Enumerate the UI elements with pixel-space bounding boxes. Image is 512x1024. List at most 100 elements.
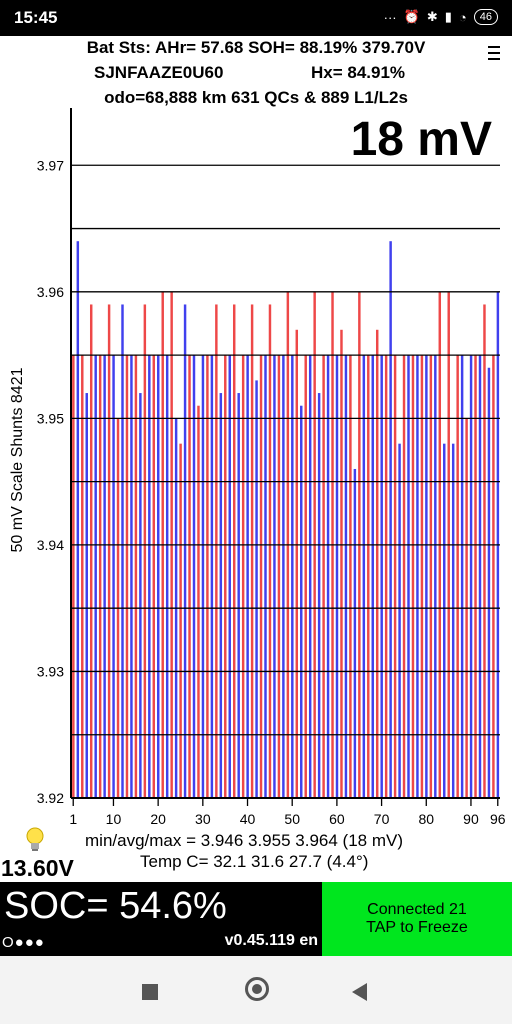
- vin-label: SJNFAAZE0U60: [94, 63, 224, 82]
- min-avg-max-text: min/avg/max = 3.946 3.955 3.964 (18 mV): [85, 831, 403, 850]
- cell-bar-93: [483, 304, 486, 798]
- cell-bar-69: [375, 329, 379, 798]
- cell-bar-13: [125, 355, 129, 798]
- cell-bar-87: [456, 355, 459, 798]
- cell-bar-77: [411, 355, 415, 798]
- y-tick-label: 3.94: [37, 537, 64, 553]
- freeze-hint: TAP to Freeze: [366, 919, 468, 936]
- y-ticks-group: 3.92 3.93 3.94 3.95 3.96 3.97: [37, 157, 64, 806]
- cell-bar-18: [148, 355, 151, 798]
- status-time: 15:45: [14, 8, 58, 27]
- cell-bar-62: [344, 355, 348, 798]
- cell-bar-66: [362, 355, 366, 798]
- cell-bar-36: [228, 355, 231, 798]
- cell-bar-63: [349, 355, 352, 798]
- cell-bar-84: [443, 443, 446, 798]
- cell-bar-71: [384, 355, 388, 798]
- cell-bar-10: [112, 355, 115, 798]
- cell-voltage-chart[interactable]: 3.92 3.93 3.94 3.95 3.96 3.97 1 10 20 30 40 50 60 70…: [0, 105, 512, 883]
- cell-bar-17: [143, 304, 147, 798]
- y-tick-label: 3.95: [37, 410, 64, 426]
- notification-dots: ···: [383, 9, 397, 25]
- y-tick-label: 3.96: [37, 284, 64, 300]
- cell-bar-43: [259, 355, 263, 798]
- cell-bar-31: [206, 355, 209, 798]
- signal-icon: ▮: [444, 9, 452, 24]
- y-tick-label: 3.92: [37, 790, 64, 806]
- soc-panel: SOC= 54.6% O●●● v0.45.119 en: [0, 882, 322, 956]
- odometer-line: odo=68,888 km 631 QCs & 889 L1/L2s: [104, 88, 408, 107]
- hx-label: Hx= 84.91%: [311, 63, 406, 82]
- cell-bar-86: [451, 443, 455, 798]
- cell-bar-4: [85, 393, 88, 798]
- cell-bar-46: [273, 355, 276, 798]
- cell-bar-67: [367, 355, 370, 798]
- status-icons: ··· ⏰ ✱ ▮ ◔ 46: [384, 9, 498, 25]
- cell-bar-60: [335, 355, 339, 798]
- cell-bar-74: [398, 443, 401, 798]
- cell-bar-14: [130, 355, 133, 798]
- cell-bar-22: [165, 355, 169, 798]
- cell-bar-30: [201, 355, 205, 798]
- status-bar: 15:45 ··· ⏰ ✱ ▮ ◔ 46: [0, 0, 512, 36]
- x-tick-label: 1: [69, 811, 77, 827]
- cell-bar-15: [134, 355, 138, 798]
- hamburger-icon[interactable]: [488, 42, 500, 64]
- cell-bar-7: [98, 355, 102, 798]
- cell-bar-95: [492, 355, 495, 798]
- cell-bar-3: [81, 355, 84, 798]
- home-icon[interactable]: [245, 977, 269, 1001]
- cell-bar-58: [326, 355, 330, 798]
- grid-group: [71, 164, 500, 736]
- cell-bar-2: [76, 241, 80, 798]
- cell-bar-28: [192, 355, 196, 798]
- cell-bar-26: [183, 304, 187, 798]
- delta-mv-label: 18 mV: [351, 113, 492, 166]
- x-tick-label: 40: [240, 811, 256, 827]
- cell-bar-16: [139, 393, 142, 798]
- lightbulb-icon: [26, 827, 44, 851]
- cell-bar-41: [250, 304, 254, 798]
- cell-bar-50: [291, 355, 294, 798]
- navigation-bar: [0, 956, 512, 1024]
- aux-battery-voltage: 13.60V: [1, 855, 74, 881]
- x-ticks-group: 1 10 20 30 40 50 60 70 80 90 96: [69, 798, 506, 827]
- cell-bar-72: [389, 241, 392, 798]
- cell-bar-92: [478, 355, 482, 798]
- back-icon[interactable]: [352, 983, 367, 1001]
- cell-bar-39: [241, 355, 245, 798]
- cell-bar-61: [340, 329, 343, 798]
- cell-bar-54: [308, 355, 312, 798]
- connection-status: Connected 21: [367, 901, 467, 918]
- connect-freeze-button[interactable]: Connected 21 TAP to Freeze: [322, 882, 512, 956]
- cell-bar-5: [89, 304, 93, 798]
- bluetooth-icon: ✱: [426, 9, 438, 24]
- x-tick-label: 80: [418, 811, 434, 827]
- x-tick-label: 30: [195, 811, 211, 827]
- cell-bar-68: [371, 355, 374, 798]
- cell-bar-42: [255, 380, 258, 798]
- battery-status-line: Bat Sts: AHr= 57.68 SOH= 88.19% 379.70V: [86, 38, 426, 57]
- cell-bar-88: [460, 355, 464, 798]
- x-tick-label: 50: [284, 811, 300, 827]
- cell-bar-25: [179, 443, 182, 798]
- cell-bar-38: [237, 393, 240, 798]
- cell-bar-34: [219, 393, 223, 798]
- x-tick-label: 20: [150, 811, 166, 827]
- cell-bar-57: [322, 355, 325, 798]
- cell-bar-78: [416, 355, 419, 798]
- cell-bar-73: [393, 355, 397, 798]
- alarm-icon: ⏰: [403, 9, 420, 24]
- x-tick-label: 60: [329, 811, 345, 827]
- cell-bar-33: [215, 304, 218, 798]
- cell-bar-90: [469, 355, 473, 798]
- recents-icon[interactable]: [142, 984, 158, 1000]
- soc-text: SOC= 54.6%: [4, 885, 227, 927]
- cell-bar-35: [224, 355, 227, 798]
- wifi-icon: ◔: [458, 9, 467, 25]
- cell-bar-8: [103, 355, 106, 798]
- x-tick-label: 96: [490, 811, 506, 827]
- y-axis-label: 50 mV Scale Shunts 8421: [9, 367, 26, 552]
- cell-bar-48: [282, 355, 285, 798]
- cell-bar-53: [304, 355, 307, 798]
